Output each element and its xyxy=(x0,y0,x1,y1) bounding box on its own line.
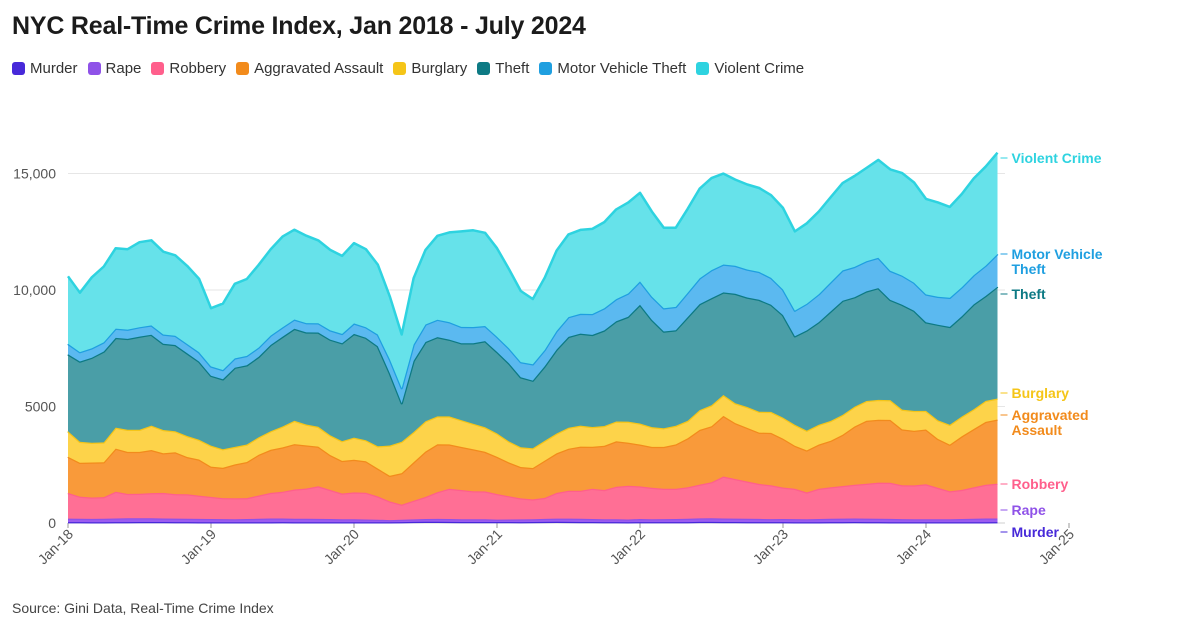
end-label-aggravated-assault: Aggravated Assault xyxy=(1012,407,1089,438)
area-motor-vehicle-theft xyxy=(68,254,998,404)
legend-label: Burglary xyxy=(411,60,468,77)
end-labels: Murder Rape Robbery Aggravated Assault Burgla… xyxy=(1000,150,1103,540)
end-label-violent-crime: Violent Crime xyxy=(1012,150,1102,166)
end-label-murder: Murder xyxy=(1012,524,1060,540)
legend-item-robbery[interactable]: Robbery xyxy=(151,60,226,77)
legend-label: Murder xyxy=(30,60,78,77)
area-layers xyxy=(66,151,999,524)
end-label-theft: Theft xyxy=(1012,286,1047,302)
legend-item-aggravated-assault[interactable]: Aggravated Assault xyxy=(236,60,383,77)
end-label-motor-vehicle-theft: Motor Vehicle Theft xyxy=(1012,246,1103,277)
y-tick-label: 0 xyxy=(48,515,56,531)
x-tick-label: Jan-24 xyxy=(893,526,935,568)
y-tick-label: 5000 xyxy=(25,399,56,415)
legend: Murder Rape Robbery Aggravated Assault Burgl… xyxy=(12,60,804,77)
area-violent-crime xyxy=(68,152,998,389)
area-theft xyxy=(68,286,998,450)
source-note: Source: Gini Data, Real-Time Crime Index xyxy=(12,600,274,616)
x-axis: Jan-18 Jan-19 Jan-20 Jan-21 Jan-22 Jan-23 Jan-… xyxy=(35,523,1077,568)
area-aggravated-assault xyxy=(68,415,998,505)
x-tick-label: Jan-20 xyxy=(321,526,363,568)
end-label-burglary: Burglary xyxy=(1012,385,1070,401)
y-axis: 0 5000 10,000 15,000 xyxy=(13,166,56,532)
legend-swatch xyxy=(477,62,491,75)
area-robbery xyxy=(68,476,998,521)
legend-swatch xyxy=(12,62,25,75)
legend-item-rape[interactable]: Rape xyxy=(87,60,142,77)
legend-item-burglary[interactable]: Burglary xyxy=(393,60,467,77)
x-tick-label: Jan-19 xyxy=(178,526,220,568)
legend-label: Robbery xyxy=(169,60,227,77)
legend-label: Theft xyxy=(495,60,530,77)
legend-item-theft[interactable]: Theft xyxy=(477,60,529,77)
x-tick-label: Jan-21 xyxy=(464,526,506,568)
legend-label: Aggravated Assault xyxy=(254,60,384,77)
legend-swatch xyxy=(393,62,407,75)
x-tick-label: Jan-22 xyxy=(607,526,649,568)
x-tick-label: Jan-23 xyxy=(750,526,792,568)
legend-swatch xyxy=(87,62,101,75)
end-label-rape: Rape xyxy=(1012,502,1046,518)
legend-label: Rape xyxy=(105,60,142,77)
y-tick-label: 15,000 xyxy=(13,166,56,182)
end-label-robbery: Robbery xyxy=(1012,476,1069,492)
legend-item-murder[interactable]: Murder xyxy=(12,60,78,77)
y-tick-label: 10,000 xyxy=(13,282,56,298)
legend-swatch xyxy=(696,62,710,75)
legend-label: Violent Crime xyxy=(714,60,805,77)
legend-swatch xyxy=(236,62,250,75)
legend-swatch xyxy=(151,62,165,75)
area-burglary xyxy=(68,395,998,476)
legend-item-motor-vehicle-theft[interactable]: Motor Vehicle Theft xyxy=(539,60,686,77)
x-tick-label: Jan-18 xyxy=(35,526,77,568)
chart-title: NYC Real-Time Crime Index, Jan 2018 - Ju… xyxy=(12,12,586,40)
legend-swatch xyxy=(539,62,553,75)
legend-label: Motor Vehicle Theft xyxy=(557,60,687,77)
line-violent-crime xyxy=(66,151,999,336)
legend-item-violent-crime[interactable]: Violent Crime xyxy=(696,60,804,77)
